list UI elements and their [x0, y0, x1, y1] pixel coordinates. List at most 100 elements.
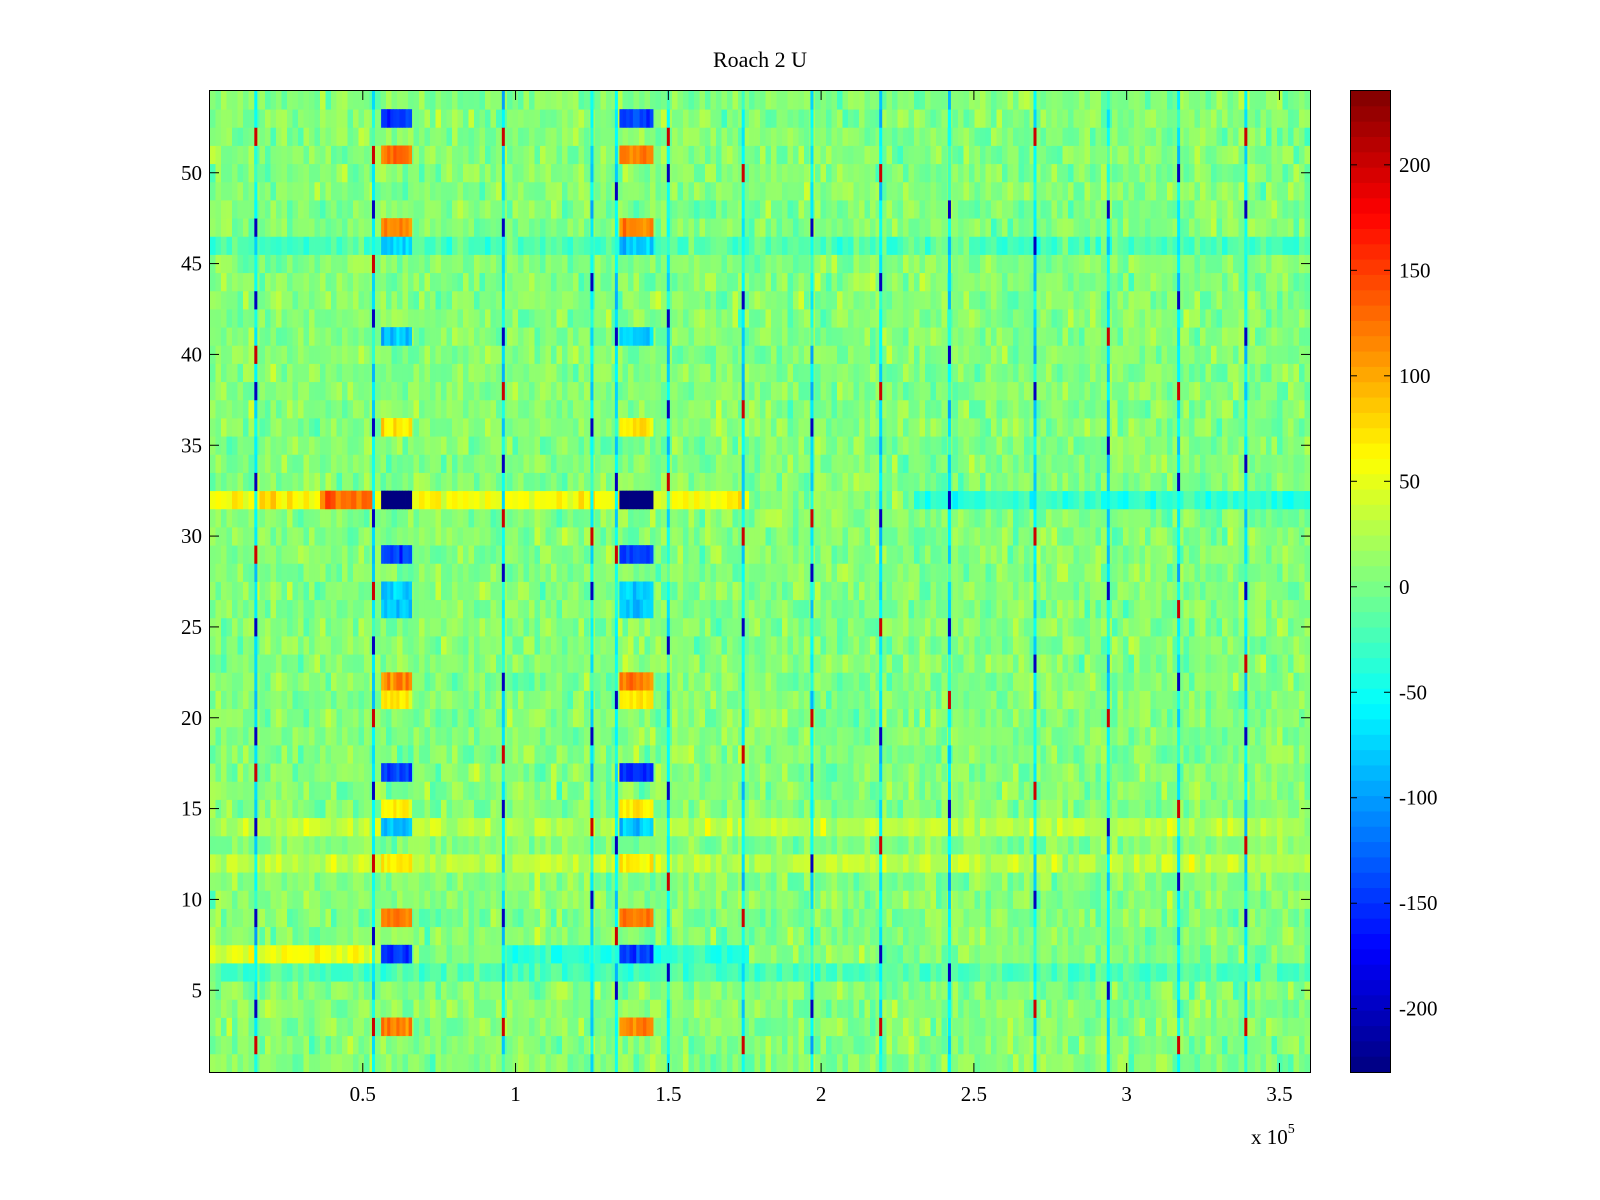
heatmap-cell [743, 1017, 750, 1037]
heatmap-cell [848, 763, 854, 782]
heatmap-cell [562, 726, 568, 746]
heatmap-cell [771, 672, 777, 691]
heatmap-cell [903, 963, 909, 982]
heatmap-cell [309, 926, 315, 946]
heatmap-cell [694, 1035, 700, 1055]
heatmap-cell [270, 617, 277, 637]
heatmap-cell [892, 672, 898, 691]
heatmap-cell [215, 999, 222, 1018]
heatmap-cell [1150, 908, 1157, 928]
heatmap-cell [226, 854, 233, 873]
heatmap-cell [452, 708, 458, 728]
heatmap-cell [1079, 944, 1085, 964]
heatmap-cell [320, 890, 326, 909]
heatmap-cell [221, 617, 227, 637]
heatmap-cell [903, 654, 909, 673]
heatmap-cell [672, 872, 678, 891]
heatmap-cell [221, 908, 227, 928]
heatmap-cell [1051, 745, 1058, 764]
heatmap-cell [1288, 835, 1294, 855]
heatmap-cell [309, 799, 315, 819]
heatmap-cell [639, 963, 645, 982]
heatmap-cell [688, 944, 695, 964]
heatmap-cell [413, 817, 420, 837]
heatmap-cell [232, 690, 238, 710]
heatmap-cell [490, 781, 497, 800]
heatmap-cell [914, 726, 920, 746]
heatmap-cell [804, 1017, 810, 1037]
heatmap-cell [842, 726, 849, 746]
heatmap-cell [754, 636, 761, 655]
heatmap-cell [523, 817, 530, 837]
heatmap-cell [490, 799, 497, 819]
heatmap-cell [705, 981, 711, 1000]
heatmap-cell [446, 781, 453, 800]
heatmap-cell [991, 1017, 997, 1037]
heatmap-cell [1051, 835, 1058, 855]
heatmap-cell [820, 799, 827, 819]
heatmap-cell [743, 690, 750, 710]
heatmap-cell [798, 835, 805, 855]
heatmap-cell [1304, 854, 1311, 873]
heatmap-cell [1090, 763, 1096, 782]
heatmap-cell [265, 872, 271, 891]
heatmap-cell [1255, 908, 1261, 928]
heatmap-cell [611, 1053, 618, 1073]
heatmap-cell [578, 872, 585, 891]
heatmap-cell [584, 745, 590, 764]
heatmap-cell [1150, 708, 1157, 728]
heatmap-cell [727, 963, 733, 982]
heatmap-cell [1068, 1035, 1074, 1055]
heatmap-cell [787, 690, 794, 710]
heatmap-cell [738, 763, 744, 782]
heatmap-cell [309, 854, 315, 873]
heatmap-cell [1095, 1053, 1102, 1073]
heatmap-cell [424, 890, 431, 909]
heatmap-cell [298, 999, 304, 1018]
heatmap-cell [1018, 872, 1025, 891]
heatmap-cell [820, 745, 827, 764]
heatmap-cell [413, 636, 420, 655]
heatmap-cell [523, 981, 530, 1000]
heatmap-cell [540, 763, 546, 782]
heatmap-cell [1145, 708, 1151, 728]
heatmap-cell [1057, 817, 1063, 837]
heatmap-cell [721, 1035, 728, 1055]
heatmap-cell [980, 781, 986, 800]
heatmap-cell [661, 999, 667, 1018]
heatmap-cell [941, 672, 948, 691]
heatmap-cell [364, 763, 370, 782]
heatmap-cell [622, 963, 629, 982]
heatmap-cell [1090, 944, 1096, 964]
heatmap-cell [1288, 890, 1294, 909]
heatmap-cell [1266, 890, 1272, 909]
heatmap-cell [941, 726, 948, 746]
heatmap-cell [490, 1053, 497, 1073]
heatmap-cell [545, 690, 552, 710]
heatmap-cell [584, 672, 590, 691]
heatmap-cell [1095, 617, 1102, 637]
heatmap-cell [683, 872, 689, 891]
heatmap-cell [1222, 926, 1228, 946]
heatmap-cell [276, 708, 282, 728]
heatmap-cell [1150, 799, 1157, 819]
heatmap-cell [787, 890, 794, 909]
heatmap-cell [1128, 672, 1135, 691]
heatmap-cell [974, 999, 981, 1018]
heatmap-cell [1156, 726, 1162, 746]
heatmap-cell [507, 799, 513, 819]
heatmap-cell [490, 854, 497, 873]
heatmap-cell [886, 926, 893, 946]
heatmap-cell [1161, 708, 1168, 728]
heatmap-cell [287, 799, 293, 819]
heatmap-cell [881, 854, 887, 873]
heatmap-cell [248, 763, 255, 782]
heatmap-cell [996, 854, 1003, 873]
heatmap-cell [848, 1035, 854, 1055]
heatmap-cell [1002, 999, 1008, 1018]
heatmap-cell [1123, 763, 1129, 782]
heatmap-cell [1007, 817, 1014, 837]
heatmap-cell [991, 654, 997, 673]
heatmap-cell [1205, 817, 1212, 837]
heatmap-cell [688, 872, 695, 891]
